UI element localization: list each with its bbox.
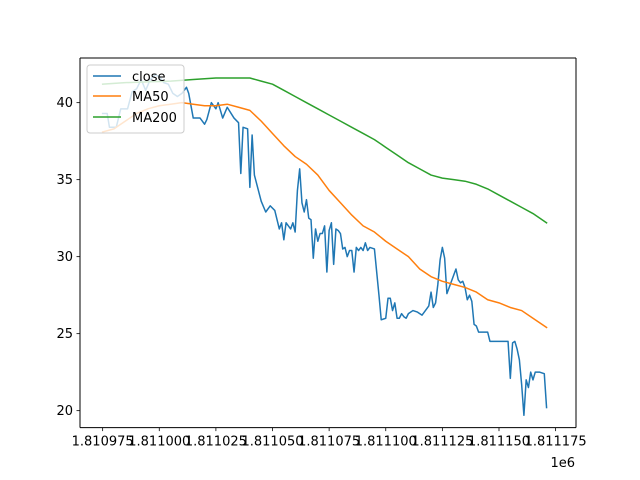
x-axis: 1.8109751.8110001.8110251.8110501.811075… <box>72 427 587 450</box>
legend-label-ma200: MA200 <box>132 111 177 126</box>
y-axis: 20 25 30 35 40 <box>56 96 80 419</box>
axes-frame <box>79 57 577 429</box>
x-tick-label: 1.811150 <box>468 435 530 450</box>
series-line-ma200 <box>101 77 548 224</box>
y-tick-label: 25 <box>56 327 73 342</box>
legend-label-close: close <box>132 70 165 85</box>
x-tick-label: 1.811025 <box>185 435 247 450</box>
x-tick-label: 1.811175 <box>525 435 587 450</box>
y-tick-label: 35 <box>56 173 73 188</box>
x-tick-label: 1.811100 <box>355 435 417 450</box>
x-tick-label: 1.810975 <box>72 435 134 450</box>
x-tick-label: 1.811075 <box>298 435 360 450</box>
x-offset-label: 1e6 <box>550 456 575 471</box>
y-tick-label: 20 <box>56 404 73 419</box>
y-tick-label: 30 <box>56 250 73 265</box>
legend: close MA50 MA200 <box>86 64 185 134</box>
series-line-close <box>101 74 548 417</box>
legend-label-ma50: MA50 <box>132 90 169 105</box>
x-tick-label: 1.811125 <box>411 435 473 450</box>
x-tick-label: 1.811050 <box>241 435 303 450</box>
legend-box <box>86 64 185 134</box>
y-tick-label: 40 <box>56 96 73 111</box>
x-tick-label: 1.811000 <box>128 435 190 450</box>
